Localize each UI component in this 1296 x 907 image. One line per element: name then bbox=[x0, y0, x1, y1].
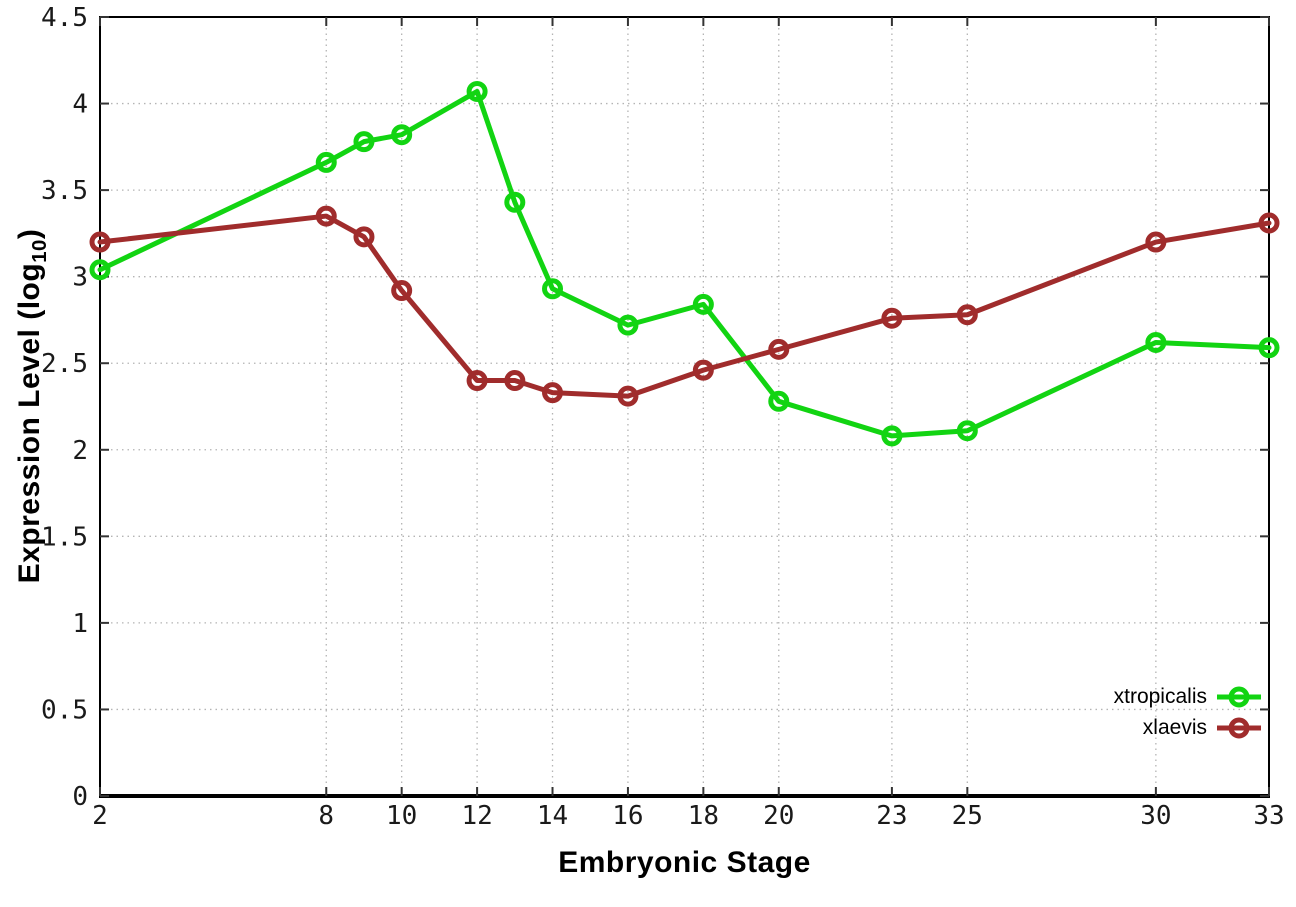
y-tick-label: 0.5 bbox=[41, 695, 88, 725]
data-point-xtropicalis bbox=[315, 151, 337, 173]
data-point-xlaevis bbox=[89, 231, 111, 253]
legend-line-marker-icon bbox=[1217, 686, 1261, 708]
data-point-xlaevis bbox=[391, 280, 413, 302]
y-axis-title: Expression Level (log10) bbox=[13, 228, 51, 584]
data-point-xtropicalis bbox=[617, 314, 639, 336]
x-tick-label: 16 bbox=[612, 801, 643, 831]
data-point-xtropicalis bbox=[956, 420, 978, 442]
data-point-xlaevis bbox=[617, 385, 639, 407]
data-point-xtropicalis bbox=[692, 293, 714, 315]
x-tick-label: 23 bbox=[876, 801, 907, 831]
data-point-xtropicalis bbox=[89, 259, 111, 281]
legend-label-xtropicalis: xtropicalis bbox=[1113, 685, 1207, 708]
data-point-xlaevis bbox=[315, 205, 337, 227]
data-point-xlaevis bbox=[768, 338, 790, 360]
y-tick-label: 2 bbox=[72, 436, 88, 466]
y-tick-label: 3.5 bbox=[41, 176, 88, 206]
x-axis-title: Embryonic Stage bbox=[558, 846, 811, 879]
data-point-xtropicalis bbox=[1258, 337, 1280, 359]
x-tick-label: 14 bbox=[537, 801, 568, 831]
x-tick-label: 33 bbox=[1253, 801, 1284, 831]
legend-label-xlaevis: xlaevis bbox=[1142, 716, 1207, 739]
y-tick-label: 1 bbox=[72, 609, 88, 639]
data-point-xtropicalis bbox=[768, 390, 790, 412]
data-point-xtropicalis bbox=[504, 191, 526, 213]
x-tick-label: 18 bbox=[688, 801, 719, 831]
y-axis-title-suffix: ) bbox=[13, 228, 46, 240]
series-line-xlaevis bbox=[97, 213, 1272, 399]
plot-border bbox=[99, 16, 1270, 797]
x-tick-label: 20 bbox=[763, 801, 794, 831]
legend-item-xlaevis[interactable]: xlaevis bbox=[1143, 715, 1262, 741]
y-tick-label: 4 bbox=[72, 90, 88, 120]
data-point-xlaevis bbox=[504, 370, 526, 392]
data-point-xtropicalis bbox=[1145, 331, 1167, 353]
y-tick-label: 1.5 bbox=[41, 522, 88, 552]
y-axis-title-subscript: 10 bbox=[29, 239, 51, 263]
legend: xtropicalis xlaevis bbox=[1114, 684, 1262, 741]
y-tick-label: 3 bbox=[72, 263, 88, 293]
x-tick-label: 12 bbox=[461, 801, 492, 831]
y-tick-label: 0 bbox=[72, 782, 88, 812]
x-tick-label: 8 bbox=[318, 801, 334, 831]
data-point-xlaevis bbox=[466, 370, 488, 392]
y-tick-label: 4.5 bbox=[41, 3, 88, 33]
x-tick-label: 30 bbox=[1140, 801, 1171, 831]
x-tick-label: 25 bbox=[952, 801, 983, 831]
data-point-xlaevis bbox=[1258, 212, 1280, 234]
data-point-xlaevis bbox=[692, 359, 714, 381]
data-point-xtropicalis bbox=[881, 425, 903, 447]
x-tick-label: 2 bbox=[92, 801, 108, 831]
data-point-xtropicalis bbox=[466, 80, 488, 102]
data-point-xtropicalis bbox=[542, 278, 564, 300]
data-point-xlaevis bbox=[353, 226, 375, 248]
data-point-xtropicalis bbox=[353, 131, 375, 153]
data-point-xlaevis bbox=[542, 382, 564, 404]
data-point-xlaevis bbox=[881, 307, 903, 329]
x-tick-label: 10 bbox=[386, 801, 417, 831]
data-point-xlaevis bbox=[956, 304, 978, 326]
legend-line-marker-icon bbox=[1217, 717, 1261, 739]
y-axis-title-text: Expression Level (log bbox=[13, 262, 46, 584]
legend-item-xtropicalis[interactable]: xtropicalis bbox=[1114, 684, 1262, 710]
data-point-xlaevis bbox=[1145, 231, 1167, 253]
y-tick-label: 2.5 bbox=[41, 349, 88, 379]
data-point-xtropicalis bbox=[391, 124, 413, 146]
